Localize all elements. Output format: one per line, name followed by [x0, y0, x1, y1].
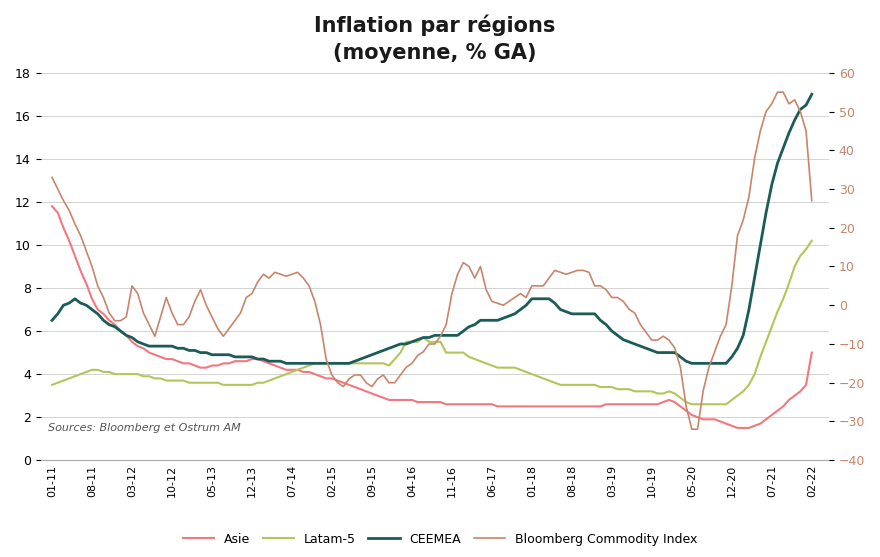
- Text: Sources: Bloomberg et Ostrum AM: Sources: Bloomberg et Ostrum AM: [48, 423, 241, 433]
- CEEMEA: [235, 354, 246, 360]
- Latam-5: [235, 382, 246, 388]
- Latam-5: [761, 339, 772, 345]
- CEEMEA: [761, 209, 772, 216]
- Asie: [235, 358, 246, 364]
- Line: Asie: Asie: [52, 206, 811, 428]
- Bloomberg Commodity Index: [806, 197, 817, 204]
- Asie: [338, 379, 348, 386]
- Bloomberg Commodity Index: [773, 89, 783, 95]
- Latam-5: [47, 382, 57, 388]
- Bloomberg Commodity Index: [47, 174, 57, 180]
- Latam-5: [686, 401, 697, 408]
- Bloomberg Commodity Index: [761, 108, 772, 115]
- CEEMEA: [47, 317, 57, 324]
- Latam-5: [87, 367, 98, 373]
- Title: Inflation par régions
(moyenne, % GA): Inflation par régions (moyenne, % GA): [314, 15, 555, 63]
- Bloomberg Commodity Index: [87, 263, 98, 270]
- Latam-5: [338, 360, 348, 367]
- Bloomberg Commodity Index: [212, 325, 223, 332]
- CEEMEA: [212, 351, 223, 358]
- Asie: [87, 295, 98, 302]
- Bloomberg Commodity Index: [235, 310, 246, 316]
- CEEMEA: [766, 182, 777, 188]
- Asie: [766, 412, 777, 418]
- Asie: [732, 424, 743, 431]
- CEEMEA: [344, 360, 355, 367]
- CEEMEA: [87, 306, 98, 313]
- CEEMEA: [806, 91, 817, 97]
- Bloomberg Commodity Index: [686, 426, 697, 433]
- Line: Latam-5: Latam-5: [52, 241, 811, 404]
- Latam-5: [806, 237, 817, 244]
- Asie: [761, 416, 772, 423]
- Latam-5: [766, 324, 777, 330]
- CEEMEA: [281, 360, 291, 367]
- Asie: [806, 349, 817, 356]
- Line: CEEMEA: CEEMEA: [52, 94, 811, 363]
- Latam-5: [212, 379, 223, 386]
- Asie: [212, 362, 223, 369]
- Legend: Asie, Latam-5, CEEMEA, Bloomberg Commodity Index: Asie, Latam-5, CEEMEA, Bloomberg Commodi…: [178, 527, 702, 551]
- Line: Bloomberg Commodity Index: Bloomberg Commodity Index: [52, 92, 811, 429]
- Bloomberg Commodity Index: [338, 383, 348, 390]
- Asie: [47, 203, 57, 209]
- Bloomberg Commodity Index: [766, 100, 777, 107]
